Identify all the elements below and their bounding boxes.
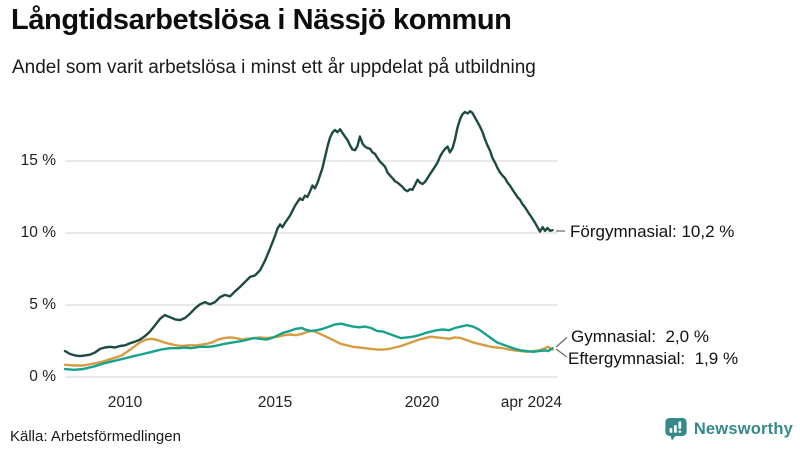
page-subtitle: Andel som varit arbetslösa i minst ett å… bbox=[12, 57, 536, 78]
x-tick-2010: 2010 bbox=[107, 394, 143, 411]
page-title: Långtidsarbetslösa i Nässjö kommun bbox=[11, 4, 512, 36]
x-tick-2020: 2020 bbox=[404, 394, 440, 411]
brand-name: Newsworthy bbox=[693, 420, 793, 438]
source-caption: Källa: Arbetsförmedlingen bbox=[10, 428, 181, 445]
y-tick-0: 0 % bbox=[29, 368, 56, 385]
x-tick-apr-2024: apr 2024 bbox=[500, 394, 562, 411]
y-tick-15: 15 % bbox=[20, 152, 56, 169]
y-tick-10: 10 % bbox=[20, 224, 56, 241]
series-label-eftergymnasial: Eftergymnasial: 1,9 % bbox=[568, 349, 739, 368]
bar-chart-speech-bubble-icon bbox=[665, 417, 687, 441]
y-tick-5: 5 % bbox=[29, 296, 56, 313]
series-label-forgymnasial: Förgymnasial: 10,2 % bbox=[570, 222, 735, 241]
series-label-gymnasial: Gymnasial: 2,0 % bbox=[571, 327, 709, 346]
brand-logo[interactable]: Newsworthy bbox=[664, 417, 793, 442]
x-tick-2015: 2015 bbox=[257, 394, 293, 411]
